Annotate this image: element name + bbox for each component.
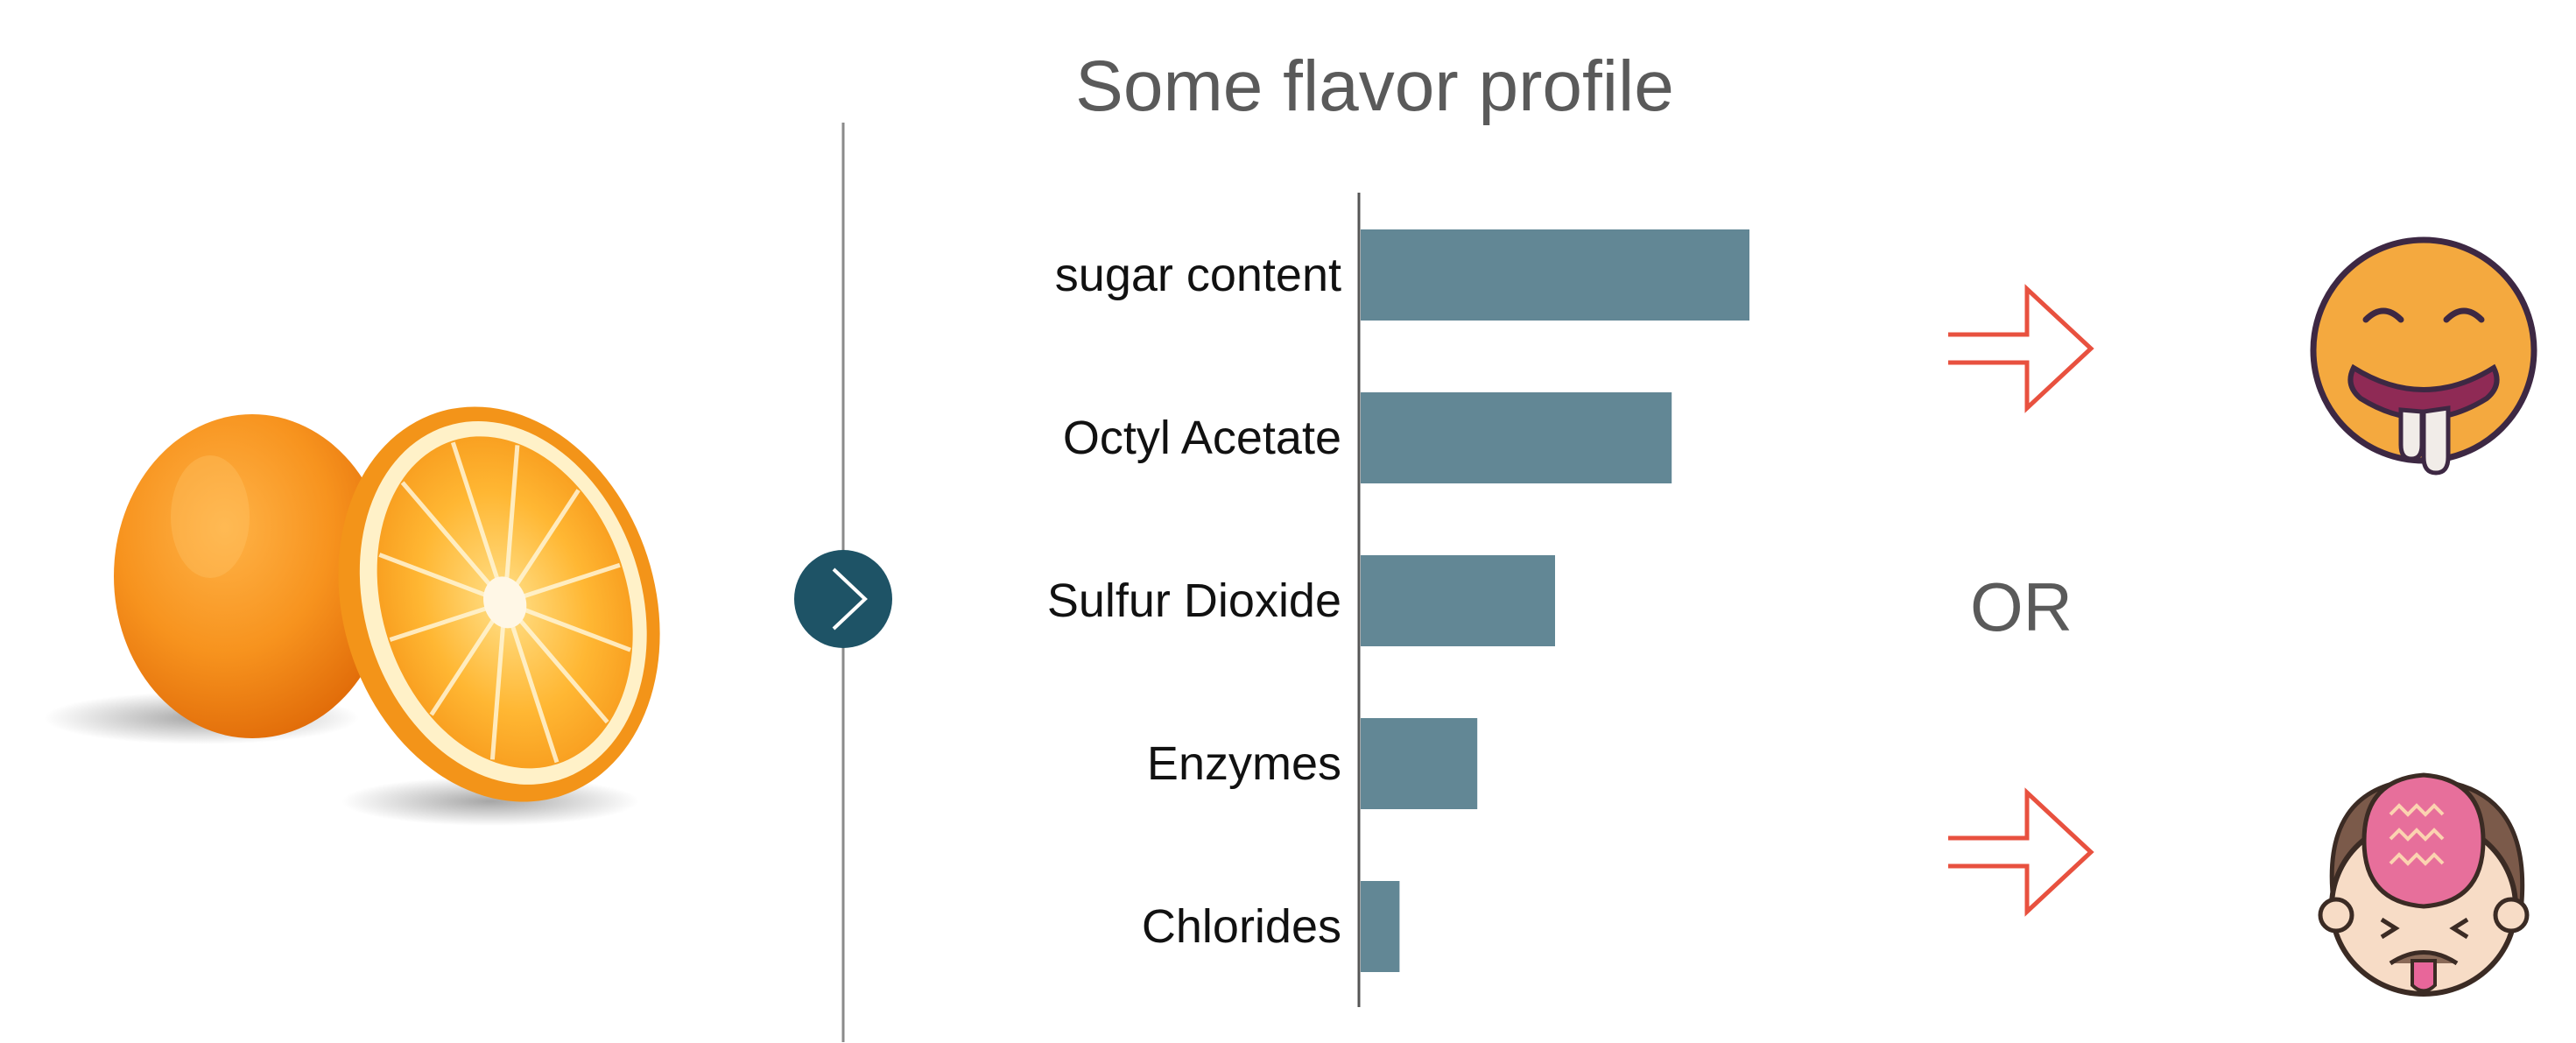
or-label: OR bbox=[1970, 568, 2073, 645]
arrow-right-outline-icon bbox=[1948, 284, 2094, 413]
category-label: Chlorides bbox=[1141, 900, 1341, 953]
bar-enzymes bbox=[1361, 718, 1478, 809]
bar-sulfur-dioxide bbox=[1361, 555, 1555, 646]
drooling-face-icon bbox=[2310, 236, 2537, 476]
next-button[interactable] bbox=[794, 550, 892, 648]
category-label: sugar content bbox=[1054, 249, 1341, 301]
bar-chart bbox=[1361, 229, 1749, 972]
chevron-right-icon[interactable] bbox=[832, 567, 868, 631]
bar-octyl-acetate bbox=[1361, 392, 1672, 483]
arrow-right-outline-icon bbox=[1948, 787, 2094, 917]
category-label: Octyl Acetate bbox=[1062, 412, 1341, 464]
chart-title: Some flavor profile bbox=[1075, 46, 1674, 126]
next-button-circle[interactable] bbox=[794, 550, 892, 648]
orange-halves-image bbox=[44, 406, 660, 826]
category-label: Enzymes bbox=[1146, 737, 1341, 790]
bar-sugar-content bbox=[1361, 229, 1749, 321]
category-label: Sulfur Dioxide bbox=[1046, 574, 1341, 627]
disgusted-face-icon bbox=[2318, 772, 2530, 997]
bar-chlorides bbox=[1361, 881, 1400, 972]
